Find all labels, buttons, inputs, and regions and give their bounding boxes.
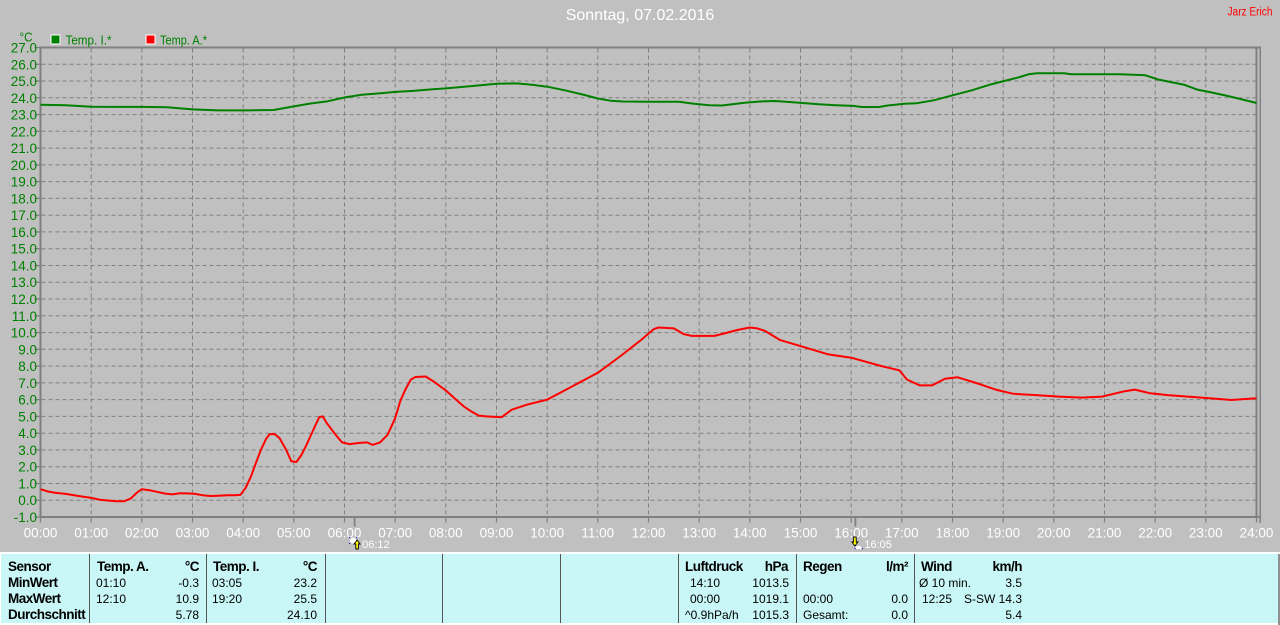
svg-text:15.0: 15.0 <box>11 242 37 257</box>
svg-text:04:00: 04:00 <box>226 526 260 541</box>
svg-text:12.0: 12.0 <box>11 292 37 307</box>
svg-text:°C: °C <box>20 30 33 45</box>
svg-text:17.0: 17.0 <box>11 208 37 223</box>
svg-text:24.0: 24.0 <box>11 91 37 106</box>
svg-text:08:00: 08:00 <box>429 526 463 541</box>
svg-text:18:00: 18:00 <box>936 526 970 541</box>
svg-text:4.0: 4.0 <box>18 426 37 441</box>
svg-text:06:12: 06:12 <box>362 539 390 551</box>
svg-text:24:00: 24:00 <box>1240 526 1274 541</box>
svg-text:26.0: 26.0 <box>11 57 37 72</box>
svg-text:01:00: 01:00 <box>74 526 108 541</box>
svg-text:18.0: 18.0 <box>11 191 37 206</box>
svg-text:11:00: 11:00 <box>581 526 614 541</box>
svg-text:2.0: 2.0 <box>18 460 37 475</box>
svg-text:7.0: 7.0 <box>18 376 37 391</box>
svg-text:10.0: 10.0 <box>11 326 37 341</box>
svg-text:17:00: 17:00 <box>885 526 919 541</box>
svg-text:00:00: 00:00 <box>24 526 58 541</box>
svg-text:23:00: 23:00 <box>1189 526 1223 541</box>
svg-text:14:00: 14:00 <box>733 526 767 541</box>
svg-text:5.0: 5.0 <box>18 409 37 424</box>
svg-text:21:00: 21:00 <box>1088 526 1122 541</box>
svg-text:19.0: 19.0 <box>11 175 37 190</box>
svg-text:Temp. A.*: Temp. A.* <box>160 33 207 48</box>
svg-text:16.0: 16.0 <box>11 225 37 240</box>
svg-text:22:00: 22:00 <box>1138 526 1172 541</box>
svg-text:9.0: 9.0 <box>18 342 37 357</box>
svg-text:11.0: 11.0 <box>12 309 37 324</box>
svg-text:12:00: 12:00 <box>632 526 666 541</box>
svg-text:19:00: 19:00 <box>986 526 1020 541</box>
svg-text:3.0: 3.0 <box>18 443 37 458</box>
svg-text:13:00: 13:00 <box>682 526 716 541</box>
svg-text:02:00: 02:00 <box>125 526 159 541</box>
svg-text:6.0: 6.0 <box>18 393 37 408</box>
svg-text:07:00: 07:00 <box>378 526 412 541</box>
svg-text:1.0: 1.0 <box>18 477 37 492</box>
svg-text:8.0: 8.0 <box>18 359 37 374</box>
svg-text:16:00: 16:00 <box>834 526 868 541</box>
svg-text:15:00: 15:00 <box>784 526 818 541</box>
svg-text:25.0: 25.0 <box>11 74 37 89</box>
svg-text:05:00: 05:00 <box>277 526 311 541</box>
svg-text:03:00: 03:00 <box>176 526 210 541</box>
svg-text:27.0: 27.0 <box>11 41 37 56</box>
svg-text:Temp. I.*: Temp. I.* <box>66 33 112 48</box>
svg-text:Jarz Erich: Jarz Erich <box>1228 7 1273 19</box>
svg-text:22.0: 22.0 <box>11 124 37 139</box>
svg-text:-1.0: -1.0 <box>14 510 37 525</box>
svg-text:16:05: 16:05 <box>864 539 892 551</box>
svg-text:09:00: 09:00 <box>480 526 514 541</box>
svg-text:10:00: 10:00 <box>530 526 564 541</box>
svg-text:13.0: 13.0 <box>11 275 37 290</box>
svg-text:20.0: 20.0 <box>11 158 37 173</box>
svg-text:23.0: 23.0 <box>11 108 37 123</box>
svg-text:14.0: 14.0 <box>11 259 37 274</box>
svg-text:20:00: 20:00 <box>1037 526 1071 541</box>
svg-text:0.0: 0.0 <box>18 493 37 508</box>
svg-text:21.0: 21.0 <box>11 141 37 156</box>
svg-text:06:00: 06:00 <box>328 526 362 541</box>
